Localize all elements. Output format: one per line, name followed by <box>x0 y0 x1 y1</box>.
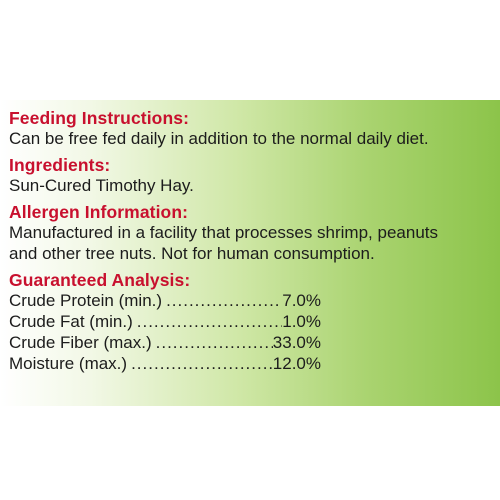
analysis-row-crude-fiber: Crude Fiber (max.) .....................… <box>9 332 321 353</box>
analysis-row-value: 7.0% <box>282 291 321 310</box>
feeding-instructions-heading: Feeding Instructions: <box>9 108 190 128</box>
feeding-instructions-text: Can be free fed daily in addition to the… <box>9 129 429 148</box>
analysis-row-name: Crude Fiber (max.) <box>9 333 152 352</box>
dot-leader: ........................................… <box>155 333 273 352</box>
analysis-row-name: Crude Fat (min.) <box>9 312 133 331</box>
ingredients-text: Sun-Cured Timothy Hay. <box>9 176 194 195</box>
allergen-section: Allergen Information: Manufactured in a … <box>9 202 492 264</box>
ingredients-heading: Ingredients: <box>9 155 111 175</box>
ingredients-section: Ingredients: Sun-Cured Timothy Hay. <box>9 155 492 196</box>
guaranteed-analysis-section: Guaranteed Analysis: Crude Protein (min.… <box>9 270 492 374</box>
dot-leader: ........................................… <box>131 354 273 373</box>
analysis-row-name: Crude Protein (min.) <box>9 291 163 310</box>
analysis-row-value: 12.0% <box>272 354 321 373</box>
nutrition-label-panel: Feeding Instructions: Can be free fed da… <box>0 100 500 406</box>
analysis-row-crude-fat: Crude Fat (min.) .......................… <box>9 311 321 332</box>
analysis-row-value: 33.0% <box>272 333 321 352</box>
feeding-instructions-section: Feeding Instructions: Can be free fed da… <box>9 108 492 149</box>
dot-leader: ........................................… <box>166 291 282 310</box>
analysis-row-name: Moisture (max.) <box>9 354 128 373</box>
analysis-row-crude-protein: Crude Protein (min.) ...................… <box>9 290 321 311</box>
dot-leader: ........................................… <box>136 312 283 331</box>
analysis-row-moisture: Moisture (max.) ........................… <box>9 353 321 374</box>
analysis-row-value: 1.0% <box>282 312 321 331</box>
allergen-text: Manufactured in a facility that processe… <box>9 223 438 263</box>
allergen-heading: Allergen Information: <box>9 202 189 222</box>
guaranteed-analysis-heading: Guaranteed Analysis: <box>9 270 191 290</box>
